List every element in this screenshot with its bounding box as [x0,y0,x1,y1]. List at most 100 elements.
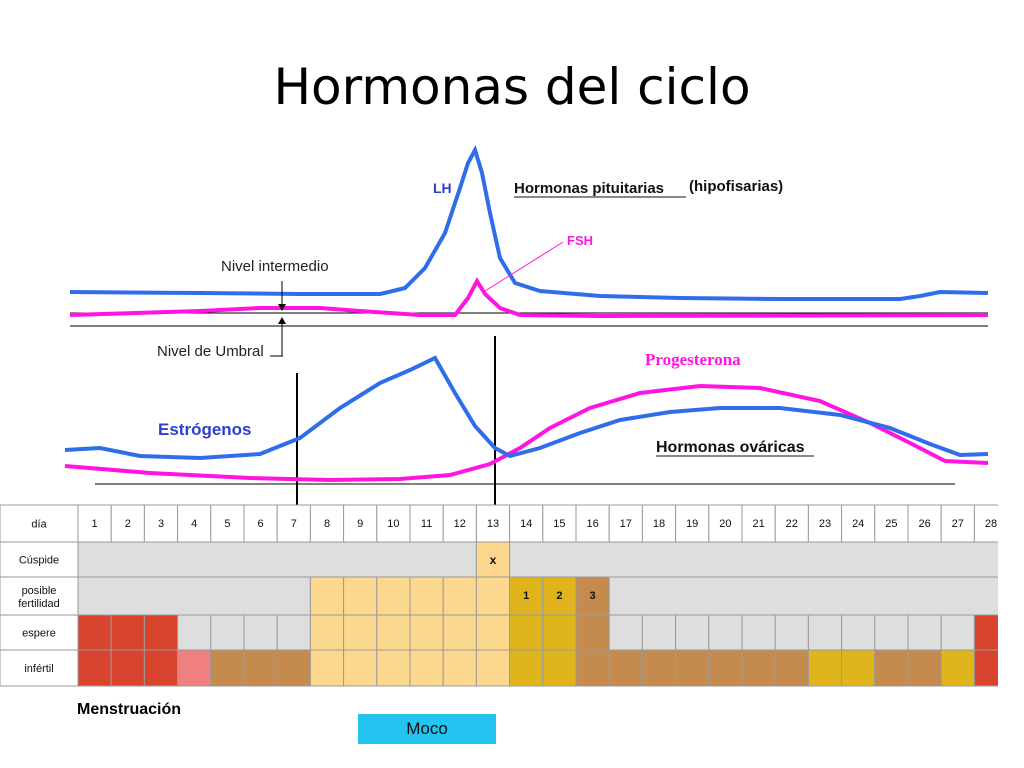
day-number: 28 [985,518,997,530]
espere-cell [243,614,278,651]
threshold-level-label: Nivel de Umbral [157,343,264,360]
day-cell [575,504,610,543]
espere-cell [641,614,677,651]
day-cell [509,504,544,543]
row-label: infértil [24,663,53,675]
day-cell [177,504,212,543]
day-cell [143,504,179,543]
day-number: 24 [852,518,864,530]
infertil-cell [940,649,975,687]
day-number: 4 [191,518,197,530]
espere-cell [475,614,511,651]
fertility-mark-cell [509,576,544,616]
row-label-line: posible [22,585,57,597]
infertil-cell [575,649,610,687]
fertility-cell [475,576,511,616]
espere-cell [143,614,179,651]
pituitary-heading: Hormonas pituitarias [514,180,664,197]
espere-cell [276,614,311,651]
fertility-cell [343,576,378,616]
lh-label: LH [433,180,452,196]
moco-box: Moco [358,714,496,744]
espere-cell [77,614,112,651]
day-cell [708,504,743,543]
infertil-cell [874,649,909,687]
infertil-cell [741,649,776,687]
fertility-cell [376,576,411,616]
infertil-cell [309,649,345,687]
threshold-arrow-head [278,317,286,324]
day-number: 7 [291,518,297,530]
espere-cell [343,614,378,651]
fsh-label: FSH [567,233,593,248]
day-number: 23 [819,518,831,530]
infertil-cell [973,649,998,687]
row-label: espere [22,628,56,640]
estrogen-curve [64,355,989,461]
cycle-diagram-canvas: LH Hormonas pituitarias (hipofisarias) F… [0,144,998,687]
infertil-cell [509,649,544,687]
day-number: 2 [125,518,131,530]
espere-cell [210,614,245,651]
day-number: 18 [653,518,665,530]
day-cell [110,504,145,543]
day-number: 1 [92,518,98,530]
day-number: 19 [686,518,698,530]
menstruation-label: Menstruación [77,701,182,718]
day-cell [376,504,411,543]
day-number: 22 [786,518,798,530]
fertility-cell [442,576,477,616]
day-number: 9 [357,518,363,530]
espere-cell [841,614,876,651]
fertility-mark-cell [542,576,577,616]
infertil-cell [442,649,477,687]
day-number: 3 [158,518,164,530]
day-number: 8 [324,518,330,530]
espere-cell [409,614,444,651]
espere-cell [608,614,643,651]
espere-cell [309,614,345,651]
espere-cell [442,614,477,651]
row-label-cell [0,614,79,651]
day-number: 10 [387,518,399,530]
day-number: 21 [752,518,764,530]
espere-cell [774,614,809,651]
espere-cell [575,614,610,651]
day-cell [641,504,677,543]
fertility-cell [409,576,444,616]
day-number: 25 [885,518,897,530]
infertil-cell [542,649,577,687]
infertil-cell [675,649,710,687]
fertility-mark: 2 [556,590,562,602]
espere-cell [542,614,577,651]
day-number: 14 [520,518,532,530]
infertil-cell [343,649,378,687]
infertil-cell [276,649,311,687]
day-number: 12 [454,518,466,530]
infertil-cell [774,649,809,687]
day-number: 13 [487,518,499,530]
day-number: 11 [421,518,432,530]
infertil-cell [77,649,112,687]
fsh-pointer-line [484,241,564,292]
row-label-cell [0,541,79,578]
fertility-mark: 1 [523,590,529,602]
espere-cell [177,614,212,651]
day-cell [675,504,710,543]
espere-cell [874,614,909,651]
estrogen-label: Estrógenos [158,420,252,439]
day-number: 20 [719,518,731,530]
day-number: 26 [918,518,930,530]
infertil-cell [210,649,245,687]
fertility-row-post [608,576,998,616]
intermediate-level-label: Nivel intermedio [221,258,329,275]
infertil-cell [243,649,278,687]
espere-cell [509,614,544,651]
espere-cell [807,614,843,651]
infertil-cell [143,649,179,687]
cycle-diagram: LH Hormonas pituitarias (hipofisarias) F… [0,118,998,746]
infertil-cell [376,649,411,687]
espere-cell [675,614,710,651]
lh-curve [69,144,989,301]
